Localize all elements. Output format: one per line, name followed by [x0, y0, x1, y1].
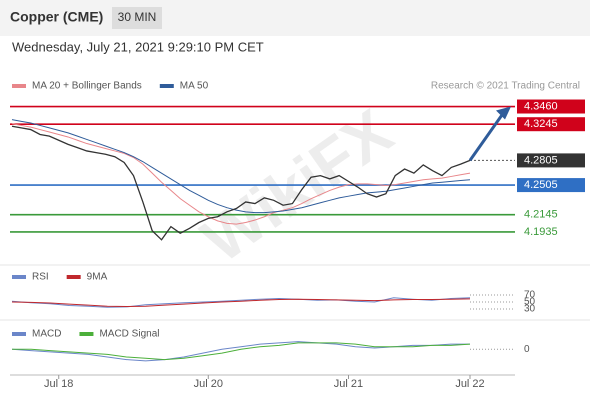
level-label: 4.2145: [524, 209, 558, 221]
subtitle: Wednesday, July 21, 2021 9:29:10 PM CET: [12, 39, 264, 54]
interval-box: [112, 7, 162, 29]
legend-label: MA 20 + Bollinger Bands: [32, 81, 142, 92]
legend-swatch: [159, 84, 174, 88]
series-line: [11, 119, 471, 214]
legend-swatch: [79, 332, 94, 336]
y-tick-label: 50: [524, 297, 536, 308]
credit: Research © 2021 Trading Central: [431, 81, 580, 92]
legend-swatch: [12, 84, 26, 88]
legend-label: MA 50: [180, 81, 209, 92]
header-bar: [0, 0, 590, 36]
legend-swatch: [12, 332, 26, 336]
series-line: [11, 298, 471, 308]
level-label-box: [517, 117, 585, 132]
series-line: [11, 341, 470, 362]
forecast-arrow: [468, 112, 505, 162]
legend-label: 9MA: [87, 272, 108, 283]
legend-swatch: [12, 275, 26, 279]
x-tick-label: Jul 21: [334, 378, 363, 390]
legend-swatch: [66, 275, 81, 279]
y-tick-label: 0: [524, 344, 530, 355]
legend-label: RSI: [32, 272, 49, 283]
series-line: [11, 123, 471, 225]
y-tick-label: 30: [524, 304, 536, 315]
price-line: [11, 125, 471, 241]
level-label: 4.2805: [524, 154, 558, 166]
y-tick-label: 70: [524, 290, 536, 301]
level-label: 4.3245: [524, 118, 558, 130]
level-label-box: [517, 178, 585, 193]
x-tick-label: Jul 20: [194, 378, 223, 390]
legend-label: MACD: [32, 329, 61, 340]
x-tick-label: Jul 22: [455, 378, 484, 390]
interval: 30 MIN: [118, 10, 157, 24]
forecast-arrow-head: [496, 106, 511, 120]
level-label: 4.1935: [524, 226, 558, 238]
level-label-box: [517, 99, 585, 114]
series-line: [11, 297, 471, 308]
legend-label: MACD Signal: [99, 329, 159, 340]
level-label: 4.3460: [524, 100, 558, 112]
level-label: 4.2505: [524, 179, 558, 191]
title: Copper (CME): [10, 9, 103, 25]
series-line: [12, 342, 471, 361]
level-label-box: [517, 153, 585, 168]
x-tick-label: Jul 18: [44, 378, 73, 390]
